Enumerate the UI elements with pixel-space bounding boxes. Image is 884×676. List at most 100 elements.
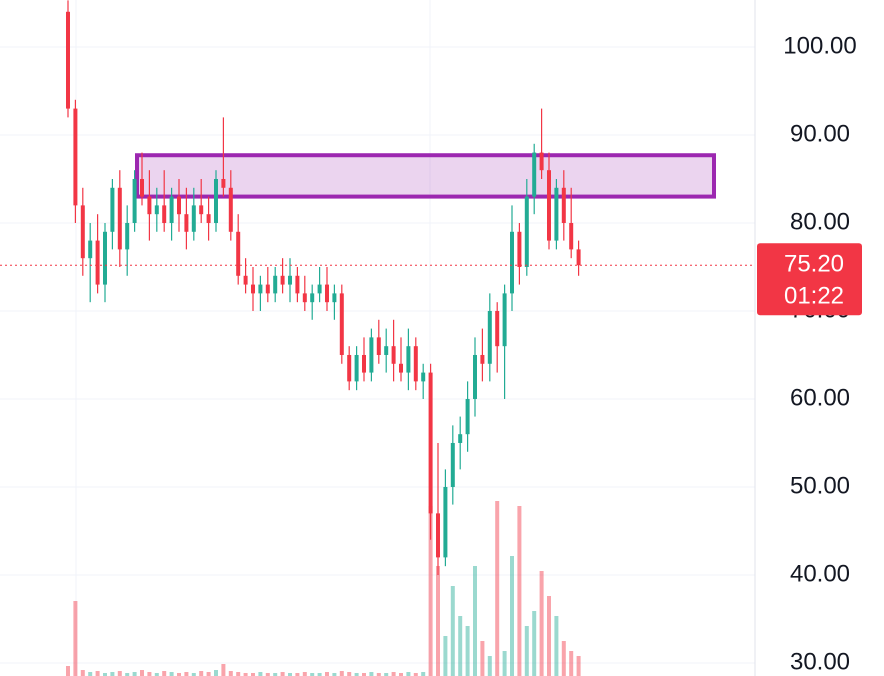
volume-bar	[191, 673, 196, 676]
candle-body	[95, 240, 100, 285]
volume-bar	[399, 673, 403, 676]
zone	[135, 153, 716, 199]
candle-body	[524, 196, 529, 267]
volume-bar	[243, 673, 248, 676]
volume-bar	[339, 671, 344, 676]
volume-bar	[391, 672, 396, 676]
candle-body	[288, 275, 292, 285]
candle-body	[310, 293, 315, 303]
volume-bar	[147, 672, 152, 676]
volume-bar	[436, 566, 440, 676]
current-price-label: 75.20	[784, 251, 844, 278]
volume-bar	[214, 670, 218, 676]
candle-body	[391, 346, 396, 364]
candle-body	[561, 187, 566, 223]
volume-bar	[251, 673, 255, 676]
candle-body	[302, 293, 307, 303]
candle-body	[221, 178, 226, 188]
volume-bar	[480, 641, 485, 676]
volume-bar	[295, 673, 300, 676]
candle-body	[554, 187, 559, 241]
candle-body	[532, 152, 537, 197]
candle-body	[502, 293, 507, 347]
candle-body	[480, 354, 485, 364]
volume-bar	[325, 672, 329, 676]
y-tick-label: 80.00	[790, 208, 850, 235]
candle-body	[295, 275, 300, 294]
candle-body	[354, 354, 359, 382]
volume-bar	[369, 672, 374, 676]
candle-body	[428, 372, 433, 514]
volume-bar	[354, 673, 359, 676]
candle-body	[347, 354, 352, 382]
volume-bar	[184, 672, 189, 676]
current-price-box	[757, 243, 862, 316]
volume-bar	[140, 670, 144, 676]
volume-bar	[458, 616, 463, 676]
volume-bar	[443, 636, 448, 676]
candle-body	[273, 275, 278, 294]
volume-bar	[502, 651, 507, 676]
volume-bar	[561, 641, 566, 676]
candle-body	[376, 337, 381, 355]
countdown-label: 01:22	[784, 283, 844, 310]
volume-bar	[569, 651, 574, 676]
volume-bar	[154, 673, 159, 676]
candle-body	[140, 178, 144, 197]
volume-bar	[132, 672, 137, 676]
volume-bar	[117, 671, 122, 676]
candle-body	[539, 152, 544, 171]
volume-bar	[428, 506, 433, 676]
volume-bar	[362, 673, 366, 676]
candle-body	[325, 284, 329, 303]
volume-bar	[421, 672, 426, 676]
volume-bar	[288, 673, 292, 676]
volume-bar	[376, 673, 381, 676]
volume-bar	[73, 601, 78, 676]
candle-body	[103, 231, 107, 285]
volume-bar	[66, 666, 70, 676]
candle-body	[214, 178, 218, 223]
candle-body	[251, 284, 255, 294]
volume-bar	[125, 673, 130, 676]
candle-body	[458, 434, 463, 443]
candle-body	[110, 187, 115, 232]
candle-body	[317, 284, 322, 294]
candle-body	[406, 346, 411, 373]
candle-body	[206, 214, 211, 223]
volume-bar	[228, 671, 233, 676]
candle-body	[547, 170, 551, 241]
candle-body	[191, 205, 196, 232]
volume-bar	[110, 672, 115, 676]
candle-body	[399, 363, 403, 373]
volume-bar	[169, 672, 174, 676]
candle-body	[465, 398, 470, 435]
candle-body	[332, 293, 337, 303]
price-axis: 30.0040.0050.0060.0070.0080.0090.00100.0…	[783, 32, 856, 675]
candle-body	[73, 108, 78, 206]
candle-body	[236, 231, 241, 276]
volume-bar	[465, 626, 470, 676]
candle-body	[473, 354, 477, 399]
candle-body	[258, 284, 263, 294]
candle-body	[177, 196, 181, 215]
volume-bar	[265, 673, 270, 676]
volume-bar	[280, 672, 285, 676]
volume-bar	[487, 656, 492, 676]
volume-bar	[103, 673, 107, 676]
candle-body	[265, 284, 270, 294]
candle-body	[517, 231, 522, 267]
volume-bar	[473, 566, 477, 676]
y-tick-label: 30.00	[790, 648, 850, 675]
volume-bar	[532, 611, 537, 676]
volume-bar	[273, 673, 278, 676]
candle-body	[339, 293, 344, 355]
volume-bar	[236, 672, 241, 676]
candle-body	[576, 249, 581, 266]
volume-bar	[317, 673, 322, 676]
volume-bar	[510, 556, 514, 676]
volume-bar	[450, 586, 455, 676]
volume-bar	[95, 671, 100, 676]
current-price: 75.20 01:22	[0, 243, 862, 316]
volume-bar	[177, 673, 181, 676]
